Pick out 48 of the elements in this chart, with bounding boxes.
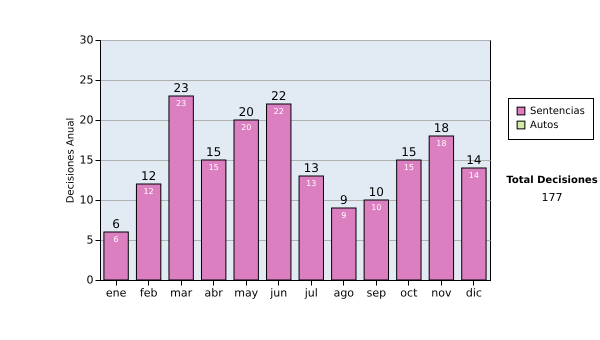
data-label: 23 — [176, 99, 186, 108]
x-tick-label: jun — [269, 286, 288, 300]
x-tick-label: oct — [400, 286, 418, 300]
y-tick-label: 0 — [86, 274, 94, 286]
y-tick-label: 5 — [86, 234, 94, 246]
total-label: 23 — [174, 81, 189, 95]
total-label: 14 — [466, 153, 482, 167]
total-label: 13 — [304, 161, 319, 175]
data-label: 12 — [144, 187, 154, 196]
total-label: 10 — [368, 185, 384, 199]
total-label: 15 — [206, 145, 222, 159]
data-label: 15 — [404, 163, 414, 172]
data-label: 10 — [371, 203, 382, 212]
data-label: 22 — [274, 107, 284, 116]
data-label: 9 — [341, 211, 346, 220]
y-tick-label: 10 — [80, 194, 94, 206]
y-tick-label: 30 — [80, 34, 94, 46]
y-tick-label: 25 — [80, 74, 94, 86]
x-tick-label: dic — [466, 286, 482, 300]
y-axis-title: Decisiones Anual — [66, 118, 77, 204]
y-tick-label: 20 — [80, 114, 94, 126]
data-label: 14 — [468, 171, 479, 180]
data-label: 13 — [306, 179, 316, 188]
total-label: 6 — [112, 217, 120, 231]
total-label: 9 — [340, 193, 348, 207]
total-label: 22 — [271, 89, 286, 103]
data-label: 15 — [208, 163, 219, 172]
legend-label: Sentencias — [530, 106, 585, 117]
total-label: 15 — [401, 145, 416, 159]
x-tick-label: nov — [431, 286, 452, 300]
total-label: 20 — [238, 105, 254, 119]
text: Total Decisiones — [506, 175, 598, 186]
total-label: 18 — [434, 121, 450, 135]
x-tick-label: may — [234, 286, 259, 300]
x-tick-label: mar — [170, 286, 193, 300]
text: 177 — [542, 191, 562, 204]
total-label: 12 — [140, 169, 156, 183]
data-label: 6 — [114, 235, 119, 244]
y-tick-label: 15 — [80, 154, 94, 166]
legend-label: Autos — [530, 120, 558, 131]
x-tick-label: ago — [334, 286, 354, 300]
x-tick-label: ene — [106, 286, 127, 300]
x-tick-label: jul — [304, 286, 318, 300]
x-tick-label: abr — [204, 286, 224, 300]
data-label: 20 — [241, 123, 252, 132]
data-label: 18 — [436, 139, 446, 148]
x-tick-label: sep — [366, 286, 386, 300]
x-tick-label: feb — [140, 286, 158, 300]
